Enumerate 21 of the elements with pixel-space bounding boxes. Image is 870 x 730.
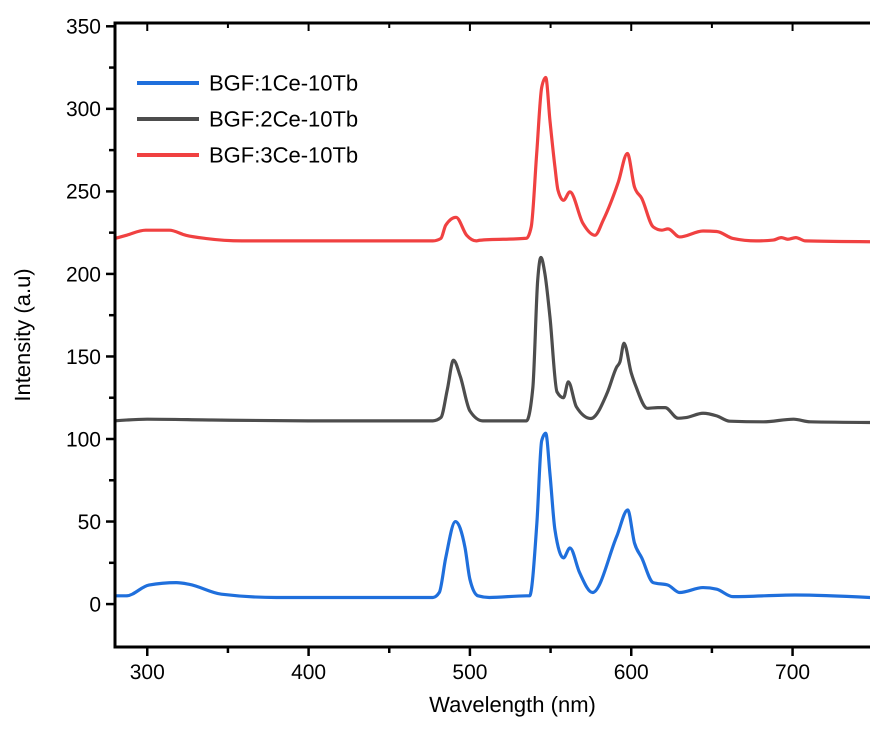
x-tick-label: 600 [614, 661, 649, 684]
y-tick-label: 200 [66, 263, 101, 286]
y-tick-label: 350 [66, 16, 101, 39]
y-tick-label: 50 [78, 510, 101, 534]
y-axis-title: Intensity (a.u) [10, 268, 35, 402]
legend-label: BGF:3Ce-10Tb [209, 142, 358, 168]
x-tick-label: 300 [130, 661, 165, 684]
legend-label: BGF:2Ce-10Tb [209, 106, 358, 132]
y-tick-label: 300 [66, 98, 101, 122]
x-axis-title: Wavelength (nm) [429, 692, 596, 717]
line-series [115, 256, 870, 424]
y-tick-label: 100 [66, 428, 101, 452]
legend-label: BGF:1Ce-10Tb [209, 70, 358, 96]
x-tick-label: 700 [775, 661, 810, 684]
y-tick-label: 150 [66, 346, 101, 369]
line-series [115, 76, 870, 244]
line-series [115, 432, 870, 600]
x-tick-label: 400 [291, 661, 326, 684]
x-tick-label: 500 [452, 661, 488, 684]
y-tick-label: 250 [66, 180, 101, 204]
y-tick-label: 0 [89, 593, 101, 616]
